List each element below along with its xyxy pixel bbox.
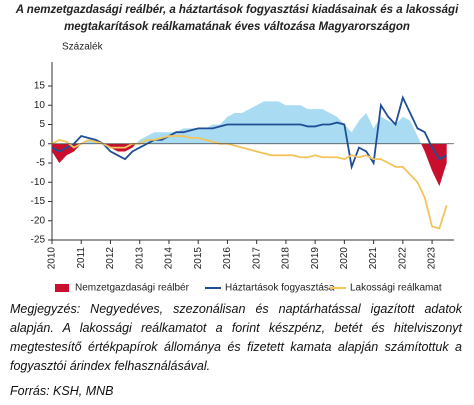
y-tick-label: 5: [39, 119, 45, 130]
x-tick-label: 2022: [397, 247, 408, 270]
x-tick-label: 2021: [368, 247, 379, 270]
y-tick-label: 15: [34, 81, 46, 92]
x-tick-label: 2014: [164, 247, 175, 270]
x-tick-label: 2020: [339, 247, 350, 270]
y-tick-label: -20: [31, 215, 46, 226]
legend-label: Nemzetgazdasági reálbér: [75, 283, 190, 294]
legend-label: Lakossági reálkamat: [350, 283, 442, 294]
y-tick-label: -15: [31, 196, 46, 207]
chart: A nemzetgazdasági reálbér, a háztartások…: [15, 4, 459, 294]
legend-swatch: [55, 284, 69, 292]
x-tick-label: 2012: [105, 247, 116, 270]
x-tick-label: 2015: [193, 247, 204, 270]
y-tick-label: -5: [36, 158, 45, 169]
x-tick-label: 2018: [281, 247, 292, 270]
source: Forrás: KSH, MNB: [10, 384, 114, 398]
chart-title: A nemzetgazdasági reálbér, a háztartások…: [15, 4, 459, 16]
x-tick-label: 2011: [76, 247, 87, 269]
y-tick-label: 0: [39, 138, 45, 149]
x-tick-label: 2010: [47, 247, 58, 270]
x-tick-label: 2017: [251, 247, 262, 270]
x-tick-label: 2023: [427, 247, 438, 270]
x-tick-label: 2013: [134, 247, 145, 270]
y-tick-label: -10: [31, 177, 46, 188]
note: Megjegyzés: Negyedéves, szezonálisan és …: [10, 302, 462, 373]
line: [51, 135, 448, 230]
legend-label: Háztartások fogyasztása: [225, 283, 335, 294]
y-tick-label: 10: [34, 100, 46, 111]
y-tick-label: -25: [31, 235, 46, 246]
y-axis-label: Százalék: [62, 42, 104, 53]
x-tick-label: 2019: [310, 247, 321, 270]
chart-title: megtakarítások reálkamatának éves változ…: [64, 21, 410, 33]
x-tick-label: 2016: [222, 247, 233, 270]
line: [51, 94, 448, 171]
